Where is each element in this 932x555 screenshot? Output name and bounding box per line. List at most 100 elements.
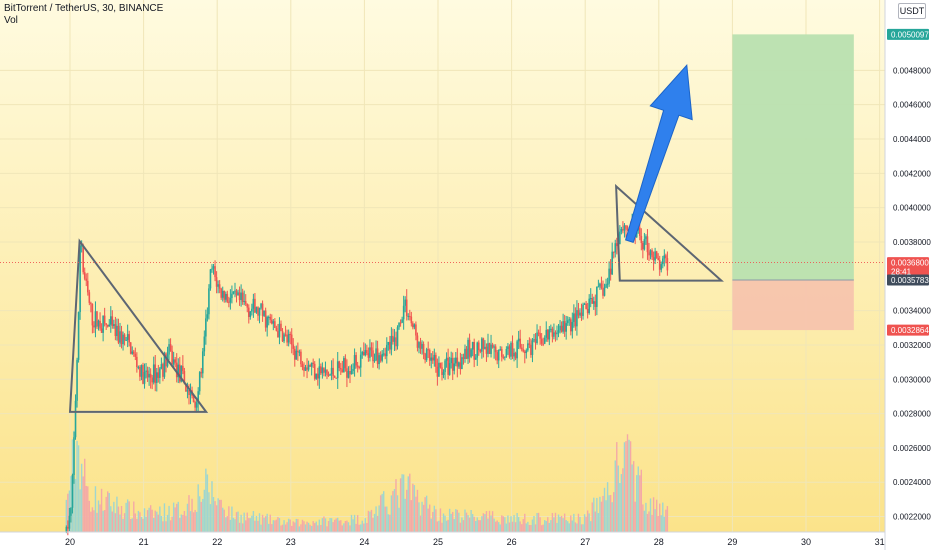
volume-bar [110,506,112,532]
volume-bar [199,496,201,532]
candle-body [341,369,344,373]
volume-bar [654,509,656,532]
volume-bar [553,517,555,532]
candle-body [494,346,497,353]
volume-bar [453,519,455,532]
candle-body [559,325,561,331]
volume-bar [660,515,662,532]
volume-bar [149,505,152,532]
candle-body [77,312,80,360]
time-tick-label: 23 [286,537,296,547]
candle-body [485,346,488,354]
candle-body [574,313,577,327]
candle-body [367,353,370,358]
candle-body [586,308,589,314]
volume-bar [192,512,195,532]
candle-body [402,305,405,320]
volume-bar [287,518,290,532]
volume-bar [272,520,275,532]
volume-bar [326,526,328,532]
candle-body [396,327,399,347]
candle-body [522,349,525,352]
volume-bar [530,525,532,532]
currency-button[interactable]: USDT [898,3,926,19]
candle-body [116,325,118,337]
volume-bar [300,524,302,532]
candle-body [272,321,275,324]
volume-bar [470,510,472,532]
candle-body [560,325,563,332]
time-tick-label: 29 [727,537,737,547]
symbol-title[interactable]: BitTorrent / TetherUS, 30, BINANCE [4,3,164,14]
candle-body [155,372,158,383]
volume-bar [556,522,558,532]
volume-bar [527,521,529,532]
volume-bar [156,511,158,532]
candle-body [372,350,374,362]
time-axis[interactable]: 20 21 22 23 24 25 26 27 28 29 30 31 [65,537,885,547]
volume-bar [586,510,589,532]
volume-bar [283,520,285,532]
long-position-tool[interactable] [732,34,854,331]
volume-indicator-label[interactable]: Vol [4,15,18,26]
candle-body [73,437,75,476]
volume-bar [113,501,115,532]
candle-body [419,342,422,349]
volume-bar [534,524,537,532]
volume-bar [565,520,567,532]
candle-body [88,292,91,303]
volume-bar [634,501,636,532]
volume-bar [645,502,647,532]
candle-body [516,341,518,359]
candle-body [113,324,115,326]
candle-body [661,258,664,265]
candle-body [500,349,503,357]
candle-body [211,268,213,270]
volume-bar [551,512,554,532]
volume-bar [349,525,351,532]
volume-bar [225,517,227,532]
candle-body [609,268,612,275]
candle-body [422,343,425,354]
volume-bar [580,524,583,532]
drawings[interactable] [68,64,724,413]
volume-bar [93,510,95,532]
candle-body [657,258,659,260]
candle-body [638,227,641,236]
volume-bar [484,514,486,532]
volume-bar [424,497,426,532]
candle-body [447,357,449,375]
candle-body [197,391,199,403]
candle-body [243,301,245,303]
volume-bar [344,520,347,532]
candle-body [91,303,94,326]
volume-bar [629,441,632,532]
volume-bar [90,511,92,532]
volume-bar [475,520,477,532]
volume-bar [96,512,98,532]
price-tick-label: 0.0044000 [893,135,931,144]
candle-body [364,350,367,356]
volume-bar [542,524,544,532]
candle-body [289,333,291,335]
price-axis[interactable]: 0.0048000 0.0046000 0.0044000 0.0042000 0.00… [893,66,931,521]
volume-bar [418,502,420,532]
candle-body [313,363,316,379]
candle-body [665,255,667,259]
volume-bar [560,515,563,532]
volume-bar [249,518,252,532]
volume-bar [281,524,284,532]
price-tick-label: 0.0046000 [893,101,931,110]
volume-bar [488,510,491,532]
volume-bar [191,498,193,532]
volume-bar [343,523,345,532]
volume-bar [599,496,601,532]
candle-body [458,362,460,367]
candle-body [461,357,463,370]
candle-body [392,335,394,342]
volume-bar [246,512,248,532]
volume-bar [85,485,87,532]
candle-body [263,310,265,316]
